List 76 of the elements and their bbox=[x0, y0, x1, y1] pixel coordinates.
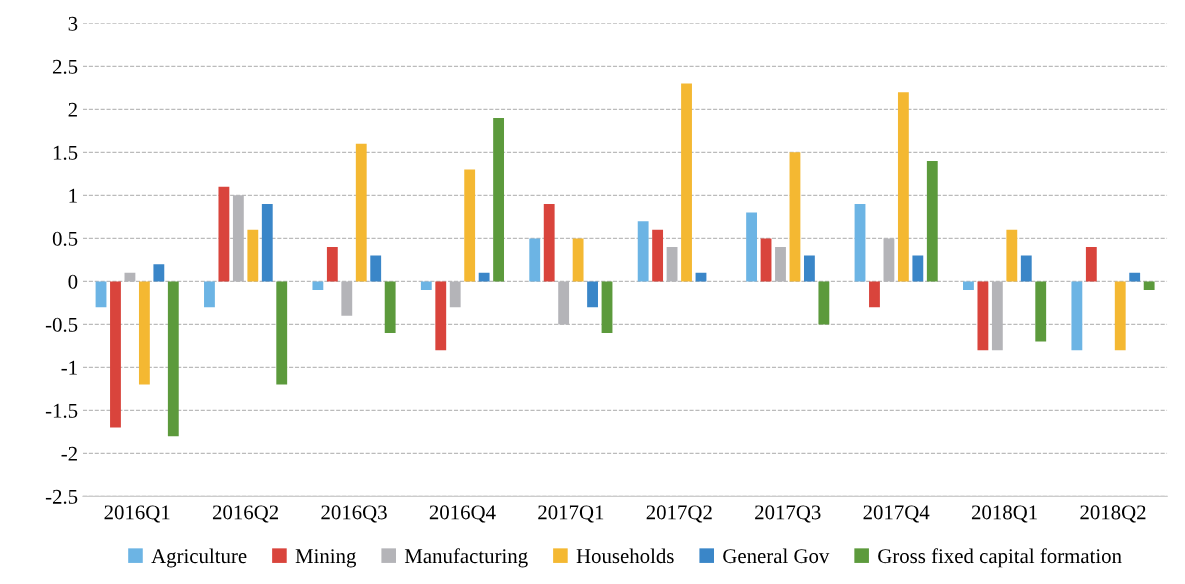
bar bbox=[247, 229, 259, 282]
y-tick-label: -0.5 bbox=[45, 317, 78, 332]
bar bbox=[478, 272, 490, 282]
bar bbox=[493, 117, 505, 282]
bar bbox=[652, 229, 664, 282]
bar bbox=[1085, 246, 1097, 282]
bar bbox=[897, 92, 909, 282]
bar bbox=[1143, 281, 1155, 290]
bar bbox=[420, 281, 432, 290]
x-tick-label: 2016Q2 bbox=[212, 505, 279, 523]
bar bbox=[601, 281, 613, 333]
y-tick-label: 0 bbox=[68, 274, 78, 289]
legend-label: Agriculture bbox=[151, 548, 247, 568]
y-tick-label: 0.5 bbox=[52, 231, 78, 246]
bar bbox=[1071, 281, 1083, 351]
bar bbox=[435, 281, 447, 351]
legend-label: Households bbox=[576, 548, 674, 564]
x-tick-label: 2018Q1 bbox=[971, 505, 1037, 523]
bar bbox=[912, 255, 924, 282]
bar bbox=[153, 264, 165, 282]
y-tick-label: 3 bbox=[68, 16, 78, 31]
y-tick-label: -2 bbox=[61, 446, 77, 461]
bar bbox=[1129, 272, 1141, 282]
bar bbox=[326, 246, 338, 282]
y-tick-label: 2.5 bbox=[52, 59, 78, 74]
x-tick-label: 2017Q2 bbox=[646, 505, 712, 523]
y-tick-label: 1.5 bbox=[53, 145, 78, 160]
x-tick-label: 2017Q3 bbox=[755, 505, 821, 523]
x-tick-label: 2016Q3 bbox=[321, 505, 387, 523]
bar bbox=[276, 281, 288, 385]
bar bbox=[587, 281, 598, 308]
bar bbox=[1035, 281, 1047, 342]
bar bbox=[963, 281, 974, 290]
legend-label: Manufacturing bbox=[404, 548, 528, 568]
x-tick-label: 2017Q4 bbox=[863, 505, 930, 523]
bar bbox=[1020, 255, 1032, 282]
legend-label: Gross fixed capital formation bbox=[878, 548, 1122, 568]
bar bbox=[1114, 281, 1126, 351]
bar bbox=[167, 281, 179, 437]
bar bbox=[370, 255, 382, 282]
bar bbox=[464, 169, 476, 282]
bar bbox=[977, 281, 989, 351]
bar bbox=[261, 203, 273, 282]
bar bbox=[789, 152, 801, 282]
bar bbox=[572, 238, 584, 282]
y-tick-label: 2 bbox=[68, 102, 77, 117]
bar bbox=[355, 143, 367, 282]
bar bbox=[746, 212, 758, 282]
bar bbox=[869, 281, 880, 308]
x-tick-label: 2016Q1 bbox=[104, 505, 170, 523]
bar bbox=[204, 281, 215, 308]
bar bbox=[1006, 229, 1018, 282]
bar bbox=[218, 186, 230, 282]
bar bbox=[818, 281, 830, 325]
bar bbox=[926, 160, 938, 282]
y-tick-label: 1 bbox=[69, 188, 77, 203]
x-tick-label: 2016Q4 bbox=[429, 505, 496, 523]
y-tick-label: -1.5 bbox=[45, 403, 78, 418]
y-tick-label: -1 bbox=[61, 360, 77, 375]
bar bbox=[854, 203, 866, 282]
bar bbox=[312, 281, 324, 290]
bar bbox=[760, 238, 772, 282]
bar bbox=[529, 238, 541, 282]
y-tick-label: -2.5 bbox=[45, 489, 78, 504]
legend-label: Mining bbox=[295, 549, 356, 568]
bar bbox=[110, 281, 121, 428]
x-tick-label: 2017Q1 bbox=[538, 505, 604, 523]
bar bbox=[384, 281, 396, 333]
x-tick-label: 2018Q2 bbox=[1080, 505, 1146, 523]
bar bbox=[138, 281, 150, 385]
bar bbox=[803, 255, 815, 282]
bar bbox=[543, 203, 555, 282]
bar bbox=[95, 281, 107, 308]
bar bbox=[637, 221, 649, 282]
bar bbox=[681, 83, 692, 282]
legend-label: General Gov bbox=[723, 548, 830, 564]
